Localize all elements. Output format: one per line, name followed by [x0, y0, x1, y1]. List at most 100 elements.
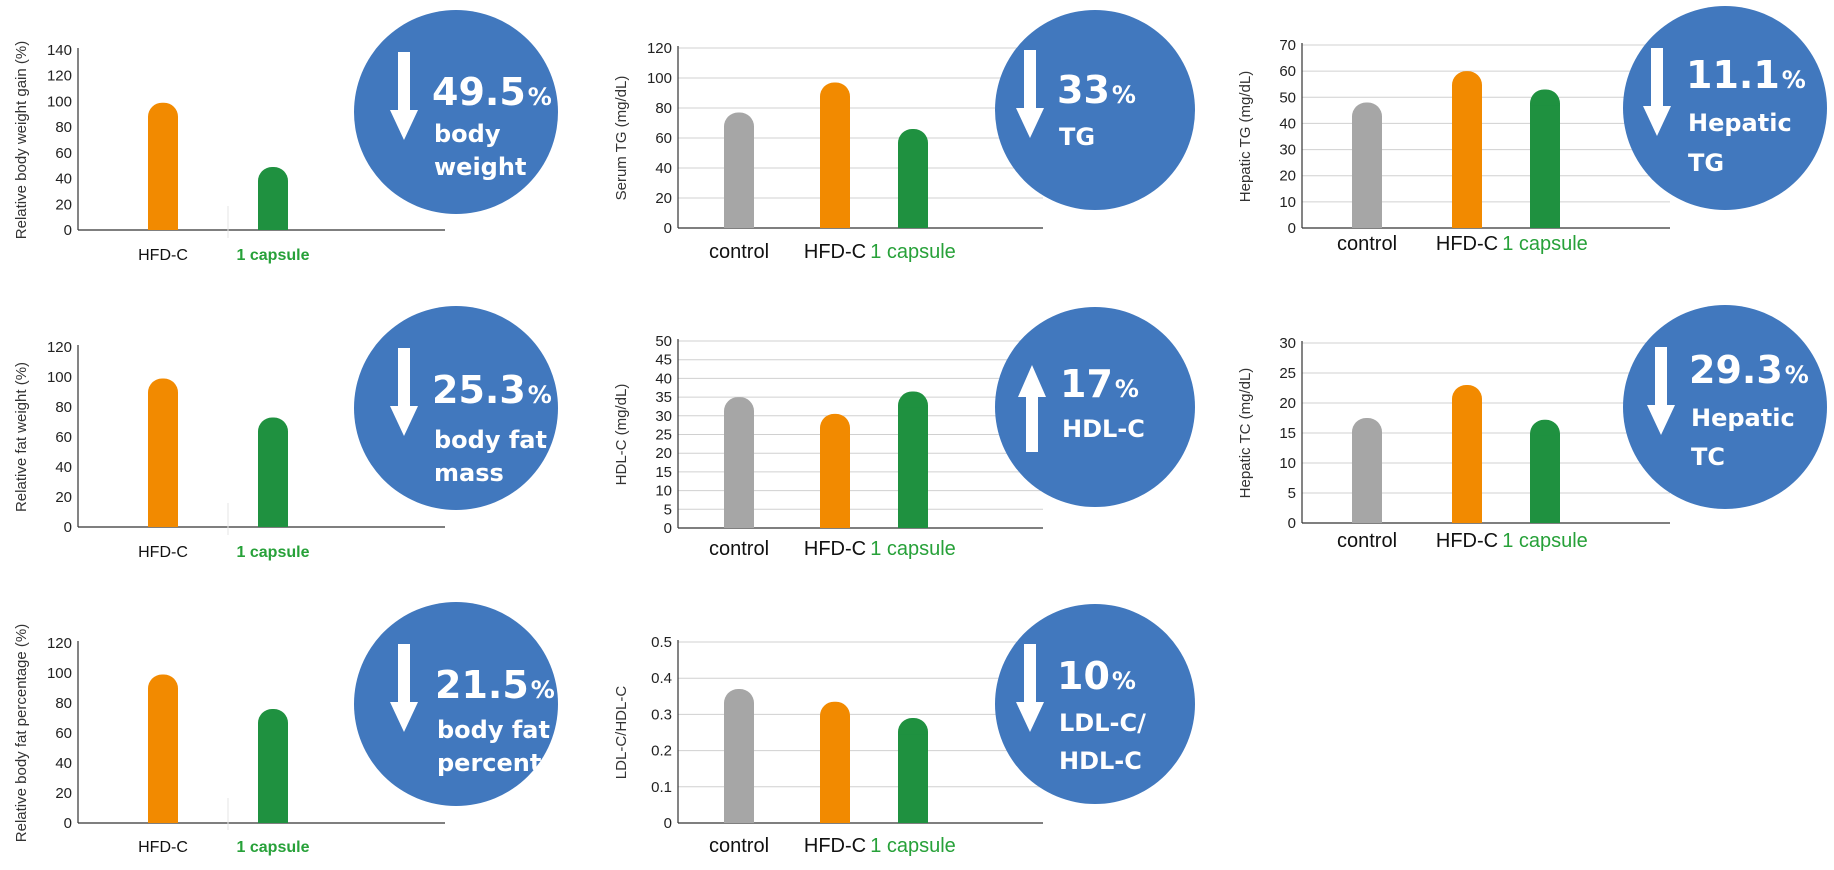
y-tick-label: 20: [55, 785, 72, 802]
y-tick-label: 140: [47, 42, 72, 59]
y-tick-label: 120: [47, 339, 72, 356]
arrow-down-icon: [1651, 48, 1663, 108]
arrow-head: [1016, 108, 1044, 138]
badge-unit: %: [1112, 81, 1136, 109]
arrow-down-icon: [398, 52, 410, 112]
y-tick-label: 100: [47, 93, 72, 110]
y-tick-label: 40: [55, 459, 72, 476]
chart-panel-7: 0 20 40 60 80 100 120 Relative body fat percent…: [13, 602, 591, 856]
bar-base: [258, 725, 288, 823]
bar-base: [148, 394, 178, 527]
category-label: HFD-C: [138, 544, 188, 561]
y-tick-label: 20: [655, 445, 672, 462]
badge-value: 21.5%: [435, 663, 555, 707]
y-tick-label: 15: [1279, 425, 1296, 442]
y-tick-label: 40: [655, 370, 672, 387]
y-tick-label: 80: [55, 695, 72, 712]
bar-base: [820, 717, 850, 823]
category-label: control: [709, 241, 769, 263]
badge-label: body: [434, 120, 501, 148]
arrow-down-icon: [1024, 644, 1036, 704]
bar-base: [898, 145, 928, 228]
y-tick-label: 120: [47, 68, 72, 85]
chart-panel-1: 0 20 40 60 80 100 120 140 Relative body weight g…: [13, 10, 558, 264]
y-tick-label: 0: [64, 222, 72, 239]
category-label: control: [1337, 233, 1397, 255]
y-tick-label: 0: [664, 520, 672, 537]
bar-base: [724, 413, 754, 528]
y-tick-label: 0: [664, 815, 672, 832]
badge-value: 25.3%: [432, 368, 552, 412]
y-axis-label: Relative fat weight (%): [13, 362, 30, 512]
y-tick-label: 45: [655, 352, 672, 369]
y-tick-label: 60: [55, 725, 72, 742]
bar-base: [820, 98, 850, 228]
y-tick-label: 60: [55, 429, 72, 446]
y-tick-label: 0: [1288, 515, 1296, 532]
category-label: 1 capsule: [1502, 233, 1588, 255]
category-label: HFD-C: [1436, 530, 1498, 552]
y-tick-label: 50: [655, 333, 672, 350]
y-tick-label: 5: [1288, 485, 1296, 502]
y-tick-label: 10: [1279, 194, 1296, 211]
y-tick-label: 5: [664, 501, 672, 518]
y-tick-label: 40: [55, 755, 72, 772]
category-label: HFD-C: [804, 241, 866, 263]
y-tick-label: 0: [64, 519, 72, 536]
badge-label: TC: [1691, 443, 1725, 471]
arrow-head: [390, 406, 418, 436]
y-axis-label: Relative body fat percentage (%): [13, 624, 30, 842]
category-label: 1 capsule: [237, 247, 310, 264]
badge-label: body fat: [437, 716, 550, 744]
category-label: 1 capsule: [870, 241, 956, 263]
badge-unit: %: [1115, 375, 1139, 403]
badge-label: LDL-C/: [1059, 709, 1146, 737]
y-tick-label: 40: [1279, 115, 1296, 132]
badge-unit: %: [528, 381, 552, 409]
category-label: 1 capsule: [870, 835, 956, 857]
category-label: control: [709, 538, 769, 560]
y-tick-label: 20: [655, 190, 672, 207]
arrow-down-icon: [398, 348, 410, 408]
arrow-up-icon: [1026, 395, 1038, 452]
bar-base: [148, 118, 178, 230]
bar-base: [820, 429, 850, 528]
category-label: control: [1337, 530, 1397, 552]
badge-label: HDL-C: [1059, 747, 1142, 775]
badge-unit: %: [1782, 66, 1806, 94]
y-tick-label: 30: [1279, 142, 1296, 159]
badge-label: Hepatic: [1691, 404, 1795, 432]
arrow-down-icon: [398, 644, 410, 704]
y-tick-label: 80: [55, 399, 72, 416]
badge-unit: %: [1785, 361, 1809, 389]
y-tick-label: 30: [1279, 335, 1296, 352]
arrow-head: [1643, 106, 1671, 136]
percent-change-badge: [1623, 305, 1827, 509]
y-tick-label: 70: [1279, 37, 1296, 54]
category-label: HFD-C: [804, 538, 866, 560]
badge-unit: %: [531, 676, 555, 704]
y-tick-label: 0.3: [651, 706, 672, 723]
bar-base: [148, 690, 178, 823]
arrow-head: [1016, 702, 1044, 732]
y-tick-label: 25: [655, 427, 672, 444]
y-axis-label: Hepatic TC (mg/dL): [1237, 368, 1254, 499]
bar-base: [1452, 401, 1482, 523]
y-tick-label: 25: [1279, 365, 1296, 382]
y-tick-label: 100: [647, 70, 672, 87]
bar-base: [1530, 435, 1560, 523]
arrow-head: [390, 110, 418, 140]
y-tick-label: 60: [655, 130, 672, 147]
badge-label: body fat: [434, 426, 547, 454]
arrow-down-icon: [1024, 50, 1036, 110]
category-label: 1 capsule: [237, 544, 310, 561]
y-tick-label: 0.1: [651, 779, 672, 796]
arrow-head: [1018, 365, 1046, 397]
y-tick-label: 20: [1279, 395, 1296, 412]
y-tick-label: 80: [655, 100, 672, 117]
category-label: HFD-C: [138, 839, 188, 856]
y-axis-label: HDL-C (mg/dL): [613, 384, 630, 486]
chart-panel-6: 0 5 10 15 20 25 30 Hepatic TC (mg/dL) control HFD…: [1237, 305, 1827, 552]
